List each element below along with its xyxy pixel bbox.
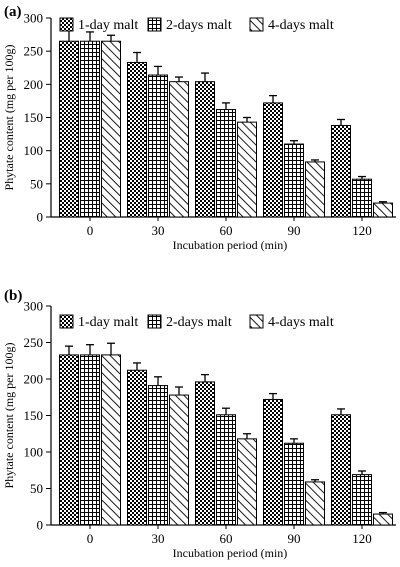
y-tick-label: 50	[30, 481, 43, 496]
legend-swatch	[147, 17, 162, 32]
bar	[169, 81, 189, 218]
bar	[148, 74, 168, 218]
x-tick-label: 0	[87, 531, 94, 546]
bar	[216, 414, 236, 526]
y-axis-label: Phytate content (mg per 100g)	[2, 343, 16, 489]
y-tick-label: 200	[24, 372, 44, 387]
bar	[352, 474, 372, 526]
x-tick-label: 90	[288, 531, 301, 546]
panel-label: (b)	[4, 288, 22, 304]
bar	[148, 385, 168, 526]
bar	[263, 398, 283, 526]
legend-label: 1-day malt	[78, 18, 138, 33]
legend-label: 4-days malt	[268, 315, 334, 330]
bar	[305, 481, 325, 526]
x-tick-label: 90	[288, 223, 301, 238]
legend-label: 2-days malt	[166, 315, 232, 330]
bar	[237, 438, 257, 526]
bar	[352, 178, 372, 218]
legend-swatch	[59, 17, 74, 32]
bar	[80, 354, 100, 526]
bar	[305, 161, 325, 218]
bar	[237, 121, 257, 218]
legend-swatch	[59, 314, 74, 329]
bar	[331, 124, 351, 218]
x-tick-label: 120	[352, 223, 372, 238]
bar	[284, 442, 304, 526]
x-axis-label: Incubation period (min)	[173, 238, 288, 252]
bar	[80, 40, 100, 218]
bar	[101, 40, 121, 218]
bar	[101, 354, 121, 526]
bar	[331, 414, 351, 526]
bar	[59, 354, 79, 526]
x-tick-label: 60	[220, 223, 233, 238]
bar	[373, 202, 393, 218]
legend-swatch	[249, 314, 264, 329]
x-tick-label: 120	[352, 531, 372, 546]
bar	[59, 40, 79, 218]
y-tick-label: 0	[37, 210, 44, 225]
legend-label: 1-day malt	[78, 315, 138, 330]
legend-label: 2-days malt	[166, 18, 232, 33]
y-tick-label: 50	[30, 176, 43, 191]
x-tick-label: 30	[152, 223, 165, 238]
y-tick-label: 200	[24, 77, 44, 92]
y-axis-label: Phytate content (mg per 100g)	[2, 45, 16, 191]
x-axis-label: Incubation period (min)	[173, 546, 288, 560]
x-tick-label: 60	[220, 531, 233, 546]
y-tick-label: 300	[24, 11, 44, 26]
legend-swatch	[147, 314, 162, 329]
y-tick-label: 300	[24, 299, 44, 314]
bar	[127, 61, 147, 218]
bar	[169, 394, 189, 526]
x-tick-label: 30	[152, 531, 165, 546]
bar	[195, 81, 215, 218]
bar	[127, 369, 147, 526]
bar	[263, 102, 283, 218]
x-tick-label: 0	[87, 223, 94, 238]
y-tick-label: 100	[24, 445, 44, 460]
y-tick-label: 0	[37, 518, 44, 533]
legend-swatch	[249, 17, 264, 32]
panel-label: (a)	[4, 4, 22, 20]
bar	[373, 513, 393, 526]
y-tick-label: 100	[24, 143, 44, 158]
bar	[284, 143, 304, 218]
bar	[216, 109, 236, 218]
y-tick-label: 250	[24, 44, 44, 59]
y-tick-label: 150	[24, 110, 44, 125]
y-tick-label: 250	[24, 335, 44, 350]
y-tick-label: 150	[24, 408, 44, 423]
bar	[195, 381, 215, 526]
legend-label: 4-days malt	[268, 18, 334, 33]
